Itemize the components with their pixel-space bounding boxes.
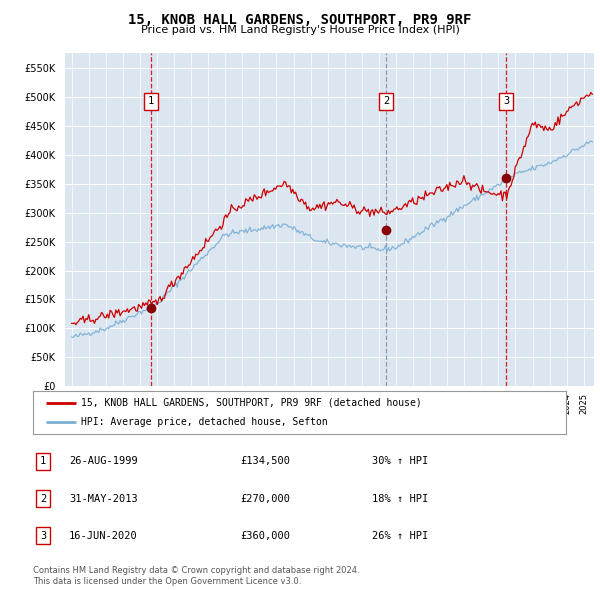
Text: This data is licensed under the Open Government Licence v3.0.: This data is licensed under the Open Gov… [33, 577, 301, 586]
Text: 26-AUG-1999: 26-AUG-1999 [69, 457, 138, 466]
Text: 2: 2 [383, 96, 389, 106]
Text: £270,000: £270,000 [240, 494, 290, 503]
Text: 30% ↑ HPI: 30% ↑ HPI [372, 457, 428, 466]
Text: Contains HM Land Registry data © Crown copyright and database right 2024.: Contains HM Land Registry data © Crown c… [33, 566, 359, 575]
Text: 16-JUN-2020: 16-JUN-2020 [69, 531, 138, 540]
Text: 3: 3 [503, 96, 509, 106]
Text: £134,500: £134,500 [240, 457, 290, 466]
Text: 1: 1 [40, 457, 46, 466]
Text: 15, KNOB HALL GARDENS, SOUTHPORT, PR9 9RF: 15, KNOB HALL GARDENS, SOUTHPORT, PR9 9R… [128, 13, 472, 27]
Text: £360,000: £360,000 [240, 531, 290, 540]
Text: 15, KNOB HALL GARDENS, SOUTHPORT, PR9 9RF (detached house): 15, KNOB HALL GARDENS, SOUTHPORT, PR9 9R… [81, 398, 422, 408]
Text: 2: 2 [40, 494, 46, 503]
Text: Price paid vs. HM Land Registry's House Price Index (HPI): Price paid vs. HM Land Registry's House … [140, 25, 460, 35]
Text: 1: 1 [148, 96, 154, 106]
Text: 3: 3 [40, 531, 46, 540]
Text: 26% ↑ HPI: 26% ↑ HPI [372, 531, 428, 540]
Text: 18% ↑ HPI: 18% ↑ HPI [372, 494, 428, 503]
Text: HPI: Average price, detached house, Sefton: HPI: Average price, detached house, Seft… [81, 417, 328, 427]
Text: 31-MAY-2013: 31-MAY-2013 [69, 494, 138, 503]
